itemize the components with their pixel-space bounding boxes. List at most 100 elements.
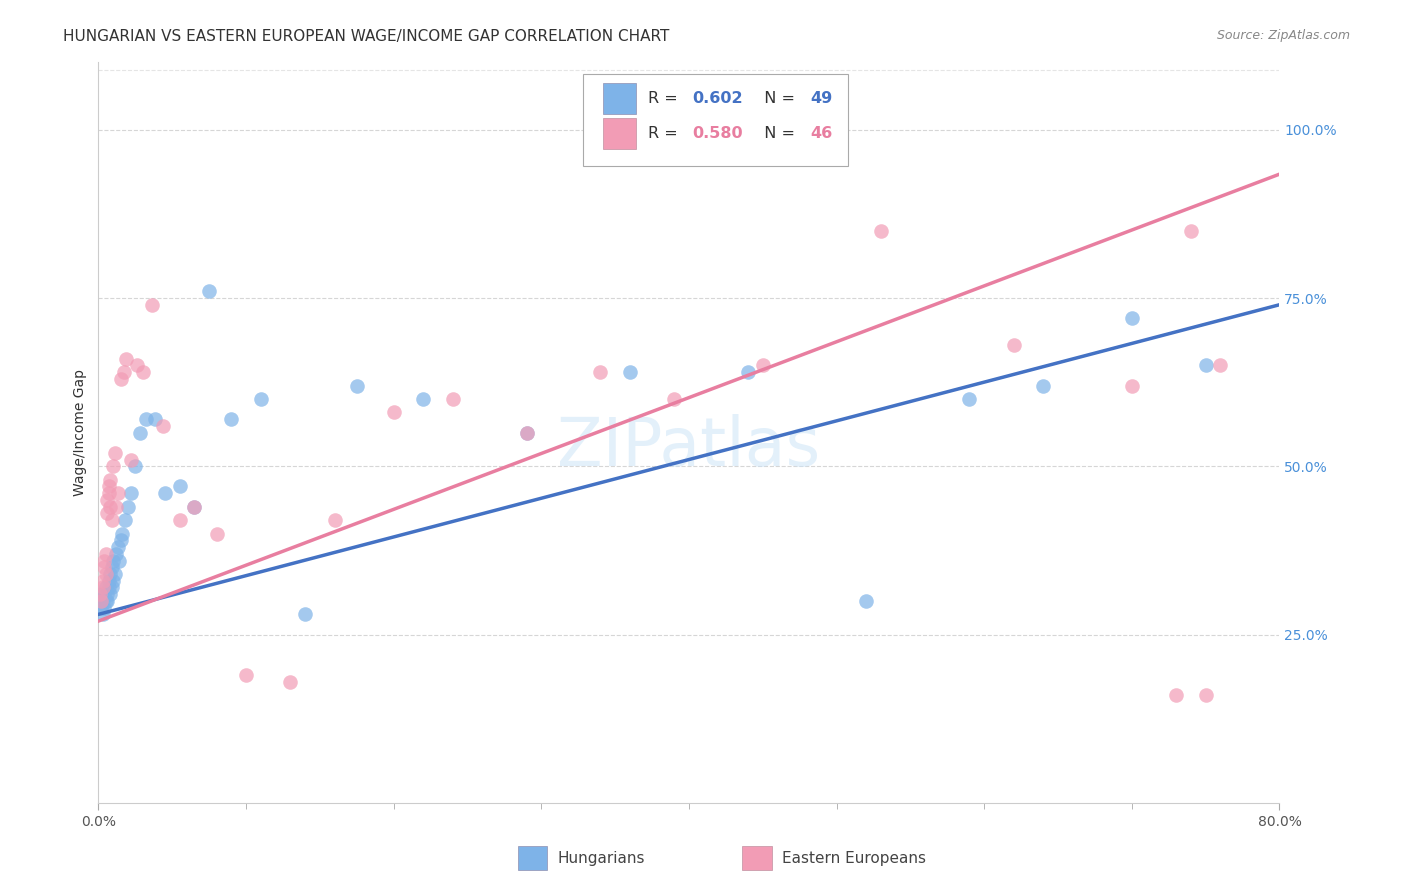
Point	[235, 668, 257, 682]
Point	[737, 365, 759, 379]
Text: 49: 49	[811, 91, 832, 106]
Point	[120, 486, 142, 500]
Text: HUNGARIAN VS EASTERN EUROPEAN WAGE/INCOME GAP CORRELATION CHART: HUNGARIAN VS EASTERN EUROPEAN WAGE/INCOM…	[63, 29, 669, 45]
Text: 46: 46	[811, 126, 832, 141]
Text: N =: N =	[754, 91, 800, 106]
Text: N =: N =	[754, 126, 800, 141]
Point	[1180, 224, 1202, 238]
Point	[1209, 359, 1232, 373]
Point	[516, 425, 538, 440]
Point	[250, 392, 273, 406]
Point	[441, 392, 464, 406]
Point	[1195, 359, 1218, 373]
Point	[90, 594, 112, 608]
Point	[110, 372, 132, 386]
Point	[97, 486, 120, 500]
Point	[89, 594, 111, 608]
Point	[105, 547, 128, 561]
Point	[93, 560, 115, 574]
Point	[91, 594, 114, 608]
Point	[221, 412, 243, 426]
Point	[96, 587, 118, 601]
Point	[96, 507, 118, 521]
Point	[1166, 688, 1188, 702]
Point	[135, 412, 157, 426]
Text: ZIPatlas: ZIPatlas	[557, 415, 821, 481]
Point	[183, 500, 205, 514]
FancyBboxPatch shape	[582, 73, 848, 166]
Point	[412, 392, 434, 406]
Point	[117, 500, 139, 514]
Point	[104, 566, 127, 581]
Point	[98, 500, 121, 514]
Point	[91, 574, 114, 588]
Text: R =: R =	[648, 126, 682, 141]
Point	[870, 224, 893, 238]
Point	[94, 566, 117, 581]
Point	[100, 560, 122, 574]
Point	[169, 513, 191, 527]
Point	[1195, 688, 1218, 702]
Point	[664, 392, 686, 406]
Point	[96, 492, 118, 507]
Point	[115, 351, 138, 366]
Point	[94, 581, 117, 595]
Point	[141, 298, 163, 312]
Point	[91, 607, 114, 622]
Point	[112, 365, 135, 379]
Point	[111, 526, 134, 541]
Point	[103, 574, 125, 588]
Point	[93, 553, 115, 567]
Point	[294, 607, 316, 622]
Point	[153, 486, 176, 500]
Point	[128, 425, 150, 440]
Point	[100, 581, 122, 595]
Text: 0.580: 0.580	[693, 126, 744, 141]
FancyBboxPatch shape	[742, 847, 772, 871]
Point	[108, 553, 131, 567]
Point	[1002, 338, 1025, 352]
Point	[97, 479, 120, 493]
Point	[198, 285, 221, 299]
Y-axis label: Wage/Income Gap: Wage/Income Gap	[73, 369, 87, 496]
Point	[105, 500, 128, 514]
Point	[619, 365, 641, 379]
Point	[855, 594, 877, 608]
Point	[124, 459, 146, 474]
Point	[183, 500, 205, 514]
Point	[346, 378, 368, 392]
Point	[120, 452, 142, 467]
Point	[1032, 378, 1054, 392]
Text: R =: R =	[648, 91, 682, 106]
Point	[152, 418, 174, 433]
Point	[143, 412, 166, 426]
Point	[93, 600, 115, 615]
Text: Hungarians: Hungarians	[558, 851, 645, 866]
FancyBboxPatch shape	[517, 847, 547, 871]
Point	[1121, 311, 1143, 326]
Point	[103, 459, 125, 474]
Point	[96, 594, 118, 608]
Point	[93, 587, 115, 601]
Point	[90, 587, 112, 601]
Point	[90, 600, 112, 615]
FancyBboxPatch shape	[603, 83, 636, 114]
Point	[959, 392, 981, 406]
Point	[100, 513, 122, 527]
Point	[94, 594, 117, 608]
Point	[752, 359, 775, 373]
Point	[382, 405, 405, 419]
Point	[97, 581, 120, 595]
Text: Eastern Europeans: Eastern Europeans	[782, 851, 927, 866]
Point	[94, 547, 117, 561]
Text: 0.602: 0.602	[693, 91, 744, 106]
Point	[98, 566, 121, 581]
Point	[114, 513, 136, 527]
Point	[589, 365, 612, 379]
FancyBboxPatch shape	[603, 118, 636, 149]
Point	[1121, 378, 1143, 392]
Point	[125, 359, 148, 373]
Point	[98, 587, 121, 601]
Point	[205, 526, 228, 541]
Point	[97, 574, 120, 588]
